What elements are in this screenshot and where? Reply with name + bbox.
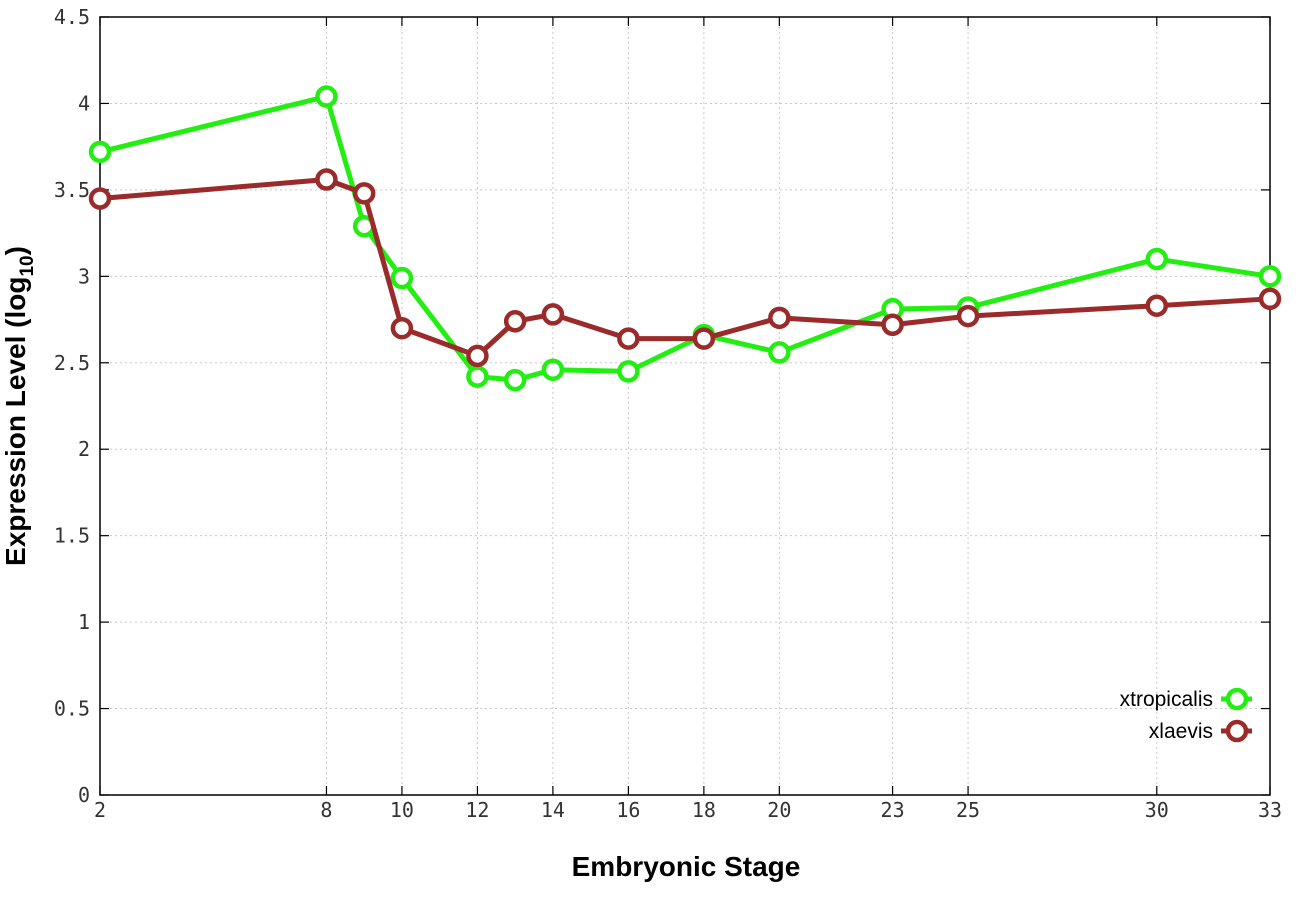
- ticks-layer: 0 0.5 1 1.5 2 2.5 3 3.5 4 4.5 2 8 10 12 14 16 18 20 23 25 30…: [54, 5, 1282, 822]
- data-point-xlaevis: [617, 327, 640, 350]
- data-point-xlaevis: [352, 182, 376, 205]
- data-point-xlaevis: [315, 168, 338, 191]
- data-point-xlaevis: [956, 304, 980, 328]
- legend-label-xtropicalis: xtropicalis: [1120, 688, 1213, 711]
- y-tick-label: 1.5: [54, 524, 90, 548]
- y-axis-title-main: Expression Level (log: [0, 277, 31, 566]
- y-tick-label: 4.5: [54, 5, 90, 29]
- x-tick-label: 20: [767, 798, 791, 822]
- data-point-xlaevis: [466, 344, 489, 368]
- data-point-xtropicalis: [466, 365, 489, 388]
- data-point-xlaevis: [1145, 294, 1169, 317]
- y-tick-label: 4: [78, 91, 90, 115]
- data-point-xlaevis: [1258, 287, 1282, 311]
- x-tick-label: 16: [616, 798, 640, 822]
- data-point-xtropicalis: [541, 358, 565, 381]
- data-point-xtropicalis: [315, 85, 338, 108]
- data-point-xlaevis: [768, 306, 791, 330]
- legend: xtropicalis xlaevis: [1120, 687, 1252, 743]
- series-line-xlaevis: [97, 177, 1273, 359]
- x-tick-label: 14: [541, 798, 565, 822]
- y-axis-title-subscript: 10: [17, 255, 38, 276]
- x-tick-label: 8: [320, 798, 332, 822]
- x-tick-label: 10: [390, 798, 414, 822]
- y-tick-label: 2: [78, 437, 90, 461]
- data-point-xtropicalis: [503, 368, 527, 392]
- x-tick-label: 23: [881, 798, 905, 822]
- data-point-xlaevis: [390, 316, 414, 340]
- x-tick-label: 18: [692, 798, 716, 822]
- x-tick-label: 25: [956, 798, 980, 822]
- x-tick-label: 12: [465, 798, 489, 822]
- data-point-xtropicalis: [390, 266, 414, 290]
- legend-label-xlaevis: xlaevis: [1149, 720, 1213, 743]
- y-tick-label: 0.5: [54, 697, 90, 721]
- x-tick-label: 2: [94, 798, 106, 822]
- y-tick-label: 1: [78, 610, 90, 634]
- x-tick-label: 30: [1145, 798, 1169, 822]
- x-tick-label: 33: [1258, 798, 1282, 822]
- data-point-xlaevis: [881, 313, 904, 336]
- y-axis-title: Expression Level (log10): [0, 246, 38, 566]
- series-layer: [88, 85, 1282, 392]
- data-point-xtropicalis: [1258, 265, 1282, 288]
- data-point-xlaevis: [692, 327, 716, 350]
- y-tick-label: 3: [78, 264, 90, 288]
- x-axis-title: Embryonic Stage: [572, 851, 801, 882]
- data-point-xtropicalis: [617, 360, 640, 383]
- data-point-xlaevis: [503, 310, 527, 333]
- data-point-xlaevis: [88, 187, 112, 210]
- data-point-xlaevis: [541, 303, 565, 326]
- y-tick-label: 2.5: [54, 351, 90, 375]
- data-point-xtropicalis: [1145, 247, 1169, 271]
- legend-marker-xlaevis: [1225, 719, 1249, 743]
- grid-layer: [100, 17, 1270, 795]
- y-tick-label: 0: [78, 783, 90, 807]
- y-axis-title-close: ): [0, 246, 31, 255]
- data-point-xtropicalis: [88, 140, 112, 164]
- data-point-xtropicalis: [768, 341, 791, 364]
- legend-marker-xtropicalis: [1225, 687, 1249, 711]
- plot-frame: [99, 16, 1271, 796]
- y-tick-label: 3.5: [54, 178, 90, 202]
